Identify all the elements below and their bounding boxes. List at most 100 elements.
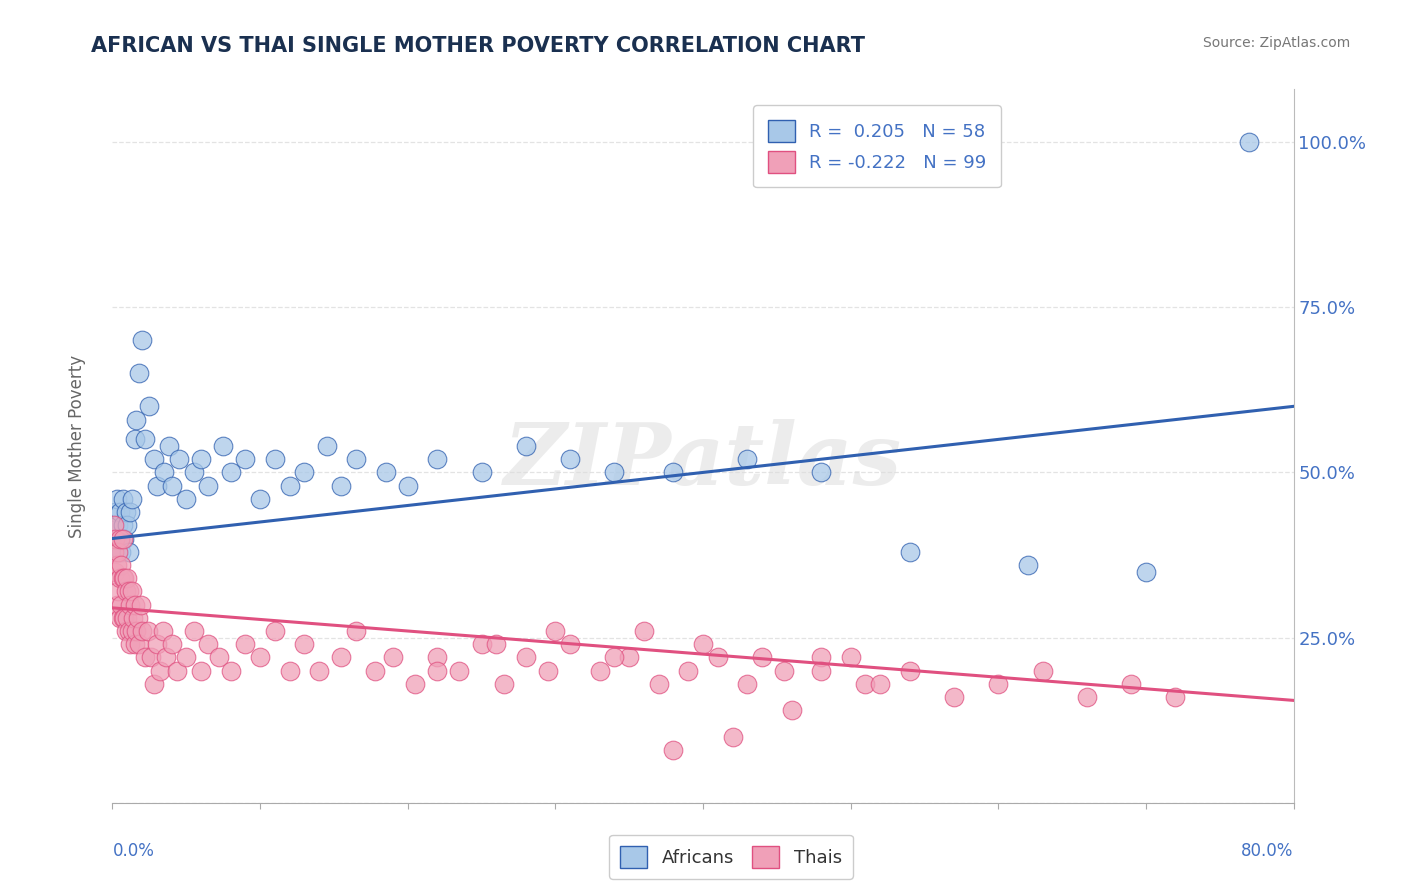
Point [485,637,508,651]
Point [114,624,136,638]
Point [219,664,242,678]
Point [167,452,190,467]
Point [839,650,862,665]
Text: Single Mother Poverty: Single Mother Poverty [69,354,86,538]
Point [174,491,197,506]
Point [773,664,796,678]
Point [942,690,965,704]
Point [898,664,921,678]
Point [105,598,128,612]
Point [105,532,128,546]
Point [233,452,256,467]
Point [108,505,131,519]
Point [278,478,301,492]
Point [721,730,744,744]
Point [108,532,131,546]
Point [706,650,728,665]
Point [110,558,132,572]
Point [152,624,174,638]
Point [197,478,219,492]
Point [662,743,685,757]
Point [121,584,143,599]
Point [558,637,582,651]
Point [110,545,132,559]
Point [107,545,129,559]
Point [292,466,315,480]
Text: ZIPatlas: ZIPatlas [503,418,903,502]
Point [212,439,235,453]
Point [374,466,396,480]
Point [898,545,921,559]
Point [103,545,125,559]
Point [104,565,127,579]
Point [197,637,219,651]
Point [619,650,641,665]
Point [344,624,367,638]
Point [160,637,183,651]
Point [264,624,287,638]
Point [810,466,832,480]
Point [751,650,773,665]
Point [111,518,134,533]
Point [233,637,256,651]
Point [515,650,537,665]
Point [157,439,180,453]
Point [426,650,449,665]
Point [114,505,136,519]
Point [149,664,172,678]
Point [110,598,132,612]
Point [470,466,494,480]
Point [114,584,136,599]
Point [160,478,183,492]
Point [128,637,150,651]
Point [124,433,146,447]
Point [426,664,449,678]
Point [537,664,560,678]
Point [131,624,153,638]
Point [426,452,449,467]
Point [134,650,156,665]
Point [124,637,146,651]
Point [647,677,671,691]
Point [104,532,127,546]
Point [588,664,610,678]
Point [633,624,655,638]
Point [1017,558,1039,572]
Point [344,452,367,467]
Point [111,611,134,625]
Point [121,624,143,638]
Point [117,611,138,625]
Point [107,545,129,559]
Point [155,650,177,665]
Point [128,367,150,381]
Point [117,571,138,585]
Point [190,664,212,678]
Point [987,677,1010,691]
Point [103,518,125,533]
Point [264,452,287,467]
Point [129,598,152,612]
Point [146,637,169,651]
Text: 0.0%: 0.0% [112,842,155,860]
Legend: Africans, Thais: Africans, Thais [609,835,853,879]
Point [134,433,156,447]
Point [174,650,197,665]
Point [142,452,165,467]
Point [103,518,125,533]
Point [404,677,426,691]
Point [492,677,515,691]
Point [382,650,405,665]
Point [869,677,891,691]
Point [122,611,145,625]
Point [603,650,626,665]
Point [146,478,169,492]
Point [1119,677,1142,691]
Point [692,637,714,651]
Point [118,545,141,559]
Point [1164,690,1187,704]
Point [112,532,135,546]
Point [1032,664,1054,678]
Point [515,439,537,453]
Point [131,333,153,347]
Point [544,624,567,638]
